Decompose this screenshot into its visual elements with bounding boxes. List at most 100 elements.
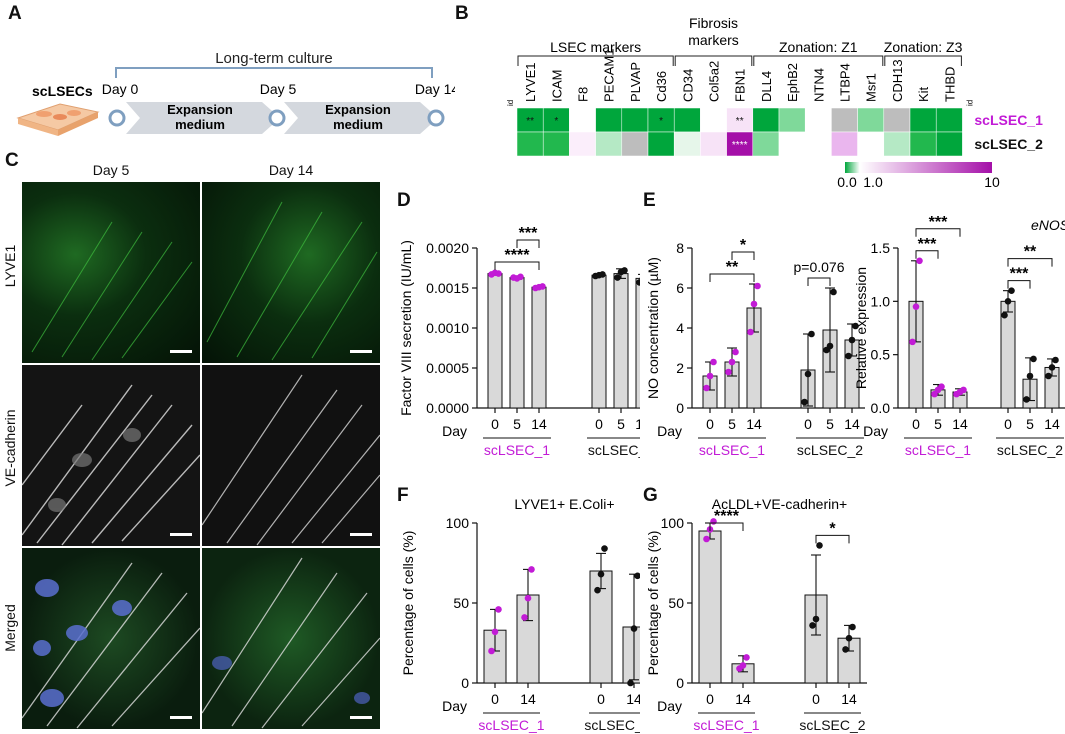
significance-bracket [709,273,755,282]
x-tick-label: 0 [597,691,605,707]
chart-title: AcLDL+VE-cadherin+ [712,496,847,512]
timepoint-day14 [427,109,445,127]
panel-a-diagram: scLSECs Long-term culture Day 0 Day 5 Da… [16,50,455,136]
gene-label: Msr1 [864,73,879,102]
significance-star: * [554,116,558,127]
data-point [938,383,945,390]
heatmap-cell [621,131,649,157]
data-point [539,283,546,290]
significance-text: *** [1010,266,1029,283]
medium-2-line-1: Expansion [325,102,391,117]
bar [622,626,640,684]
id-label-right: id [965,100,974,106]
y-axis-label: Factor VIII secretion (IU/mL) [398,240,414,416]
gene-label: Kit [916,86,931,102]
day-label: Day [657,423,682,439]
x-tick-label: 14 [635,416,640,432]
data-point [725,368,732,376]
chart-title: LYVE1+ E.Coli+ [514,496,614,512]
bar [635,277,640,409]
y-tick-label: 0.0020 [426,240,469,256]
cells-label: scLSECs [32,83,93,99]
bar [487,273,503,409]
data-point [830,288,837,296]
gene-label: LYVE1 [523,62,538,102]
day-5-label: Day 5 [260,81,297,97]
data-point [750,300,758,308]
group-label: scLSEC_2 [588,442,640,458]
significance-text: ** [1024,244,1037,261]
heatmap-cell [778,107,806,133]
x-tick-label: 14 [1044,416,1060,432]
heatmap-cell [831,131,858,157]
x-tick-label: 14 [746,416,762,432]
day-14-label: Day 14 [415,81,455,97]
image-merged-day5 [22,548,200,729]
x-tick-label: 0 [491,691,499,707]
y-tick-label: 8 [676,240,684,256]
day-label: Day [863,423,888,439]
y-tick-label: 0.0015 [426,280,469,296]
y-axis-label: Relative expression [853,267,869,389]
group-label: scLSEC_1 [484,442,550,458]
x-tick-label: 0 [706,691,714,707]
x-tick-label: 0 [912,416,920,432]
data-point [743,654,750,661]
y-tick-label: 100 [661,515,685,531]
x-tick-label: 0 [706,416,714,432]
data-point [960,386,967,394]
x-tick-label: 14 [626,691,640,707]
data-point [1052,356,1059,364]
significance-text: ** [726,259,739,276]
heatmap-cell [673,107,701,133]
data-point [636,279,640,286]
heatmap-cell [804,107,832,133]
significance-bracket [807,277,831,286]
group-label: markers [688,32,739,48]
y-tick-label: 2 [676,360,684,376]
gene-label: FBN1 [733,69,748,102]
bar [509,277,525,409]
y-axis-label: Percentage of cells (%) [645,531,661,676]
heatmap-cell [595,107,623,133]
data-point [816,542,823,549]
y-tick-label: 1.5 [871,240,891,256]
heatmap-cell [909,107,937,133]
data-point [627,679,634,687]
gene-label: EphB2 [785,63,800,102]
col-label-day5: Day 5 [92,162,130,178]
significance-bracket [494,261,540,270]
scale-mid: 1.0 [863,174,883,190]
image-vecadherin-day14 [202,365,380,546]
row-label-merged: Merged [2,604,18,652]
significance-star: * [659,116,663,127]
significance-star: ** [736,116,744,127]
significance-text: * [740,237,747,254]
id-label-left: id [506,100,515,106]
timeline-bracket [115,67,433,78]
gene-label: DLL4 [759,71,774,102]
x-tick-label: 14 [841,691,857,707]
heatmap-cell [516,131,544,157]
x-tick-label: 14 [531,416,547,432]
data-point [495,270,502,277]
medium-1-line-1: Expansion [167,102,233,117]
y-tick-label: 0.0 [871,400,891,416]
gene-label: PLVAP [628,62,643,102]
x-tick-label: 0 [595,416,603,432]
significance-bracket [1007,258,1053,267]
data-point [801,398,808,406]
bar [613,273,629,409]
bar [531,286,547,409]
group-bracket [884,55,962,66]
heatmap-cell [883,131,911,157]
image-lyve1-day14 [202,182,380,363]
group-label: Fibrosis [689,15,738,31]
significance-bracket [915,250,939,259]
x-tick-label: 5 [617,416,625,432]
data-point [1004,298,1012,305]
gene-label: Col5a2 [707,61,722,102]
heatmap-cell [700,107,727,133]
group-label: scLSEC_1 [693,717,759,733]
